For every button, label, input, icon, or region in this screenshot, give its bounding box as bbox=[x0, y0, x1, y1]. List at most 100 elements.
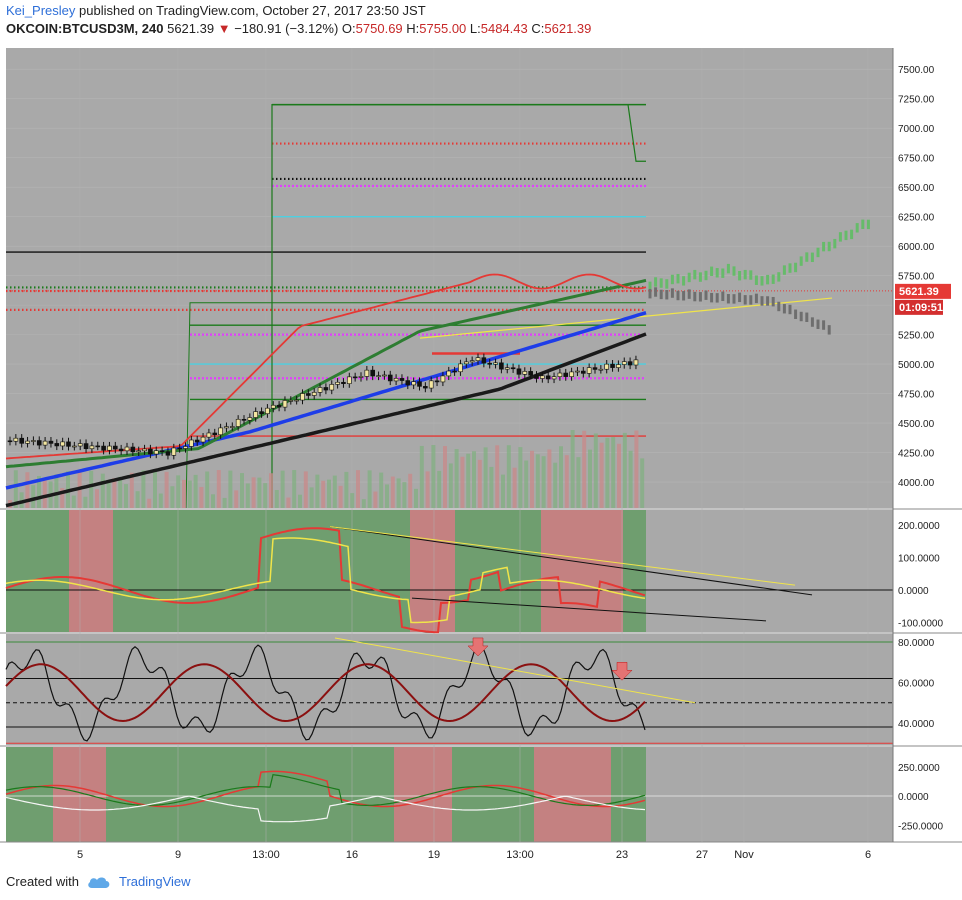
volume-bar bbox=[153, 470, 157, 508]
candle-body bbox=[411, 381, 416, 386]
candle-body bbox=[311, 392, 317, 396]
close-value: 5621.39 bbox=[544, 21, 592, 36]
candle-body bbox=[101, 445, 106, 451]
projection-grey-bar bbox=[788, 304, 792, 315]
candle-body bbox=[7, 440, 13, 443]
volume-bar bbox=[135, 491, 140, 508]
volume-bar bbox=[182, 479, 186, 508]
projection-green-bar bbox=[710, 266, 714, 276]
last-price: 5621.39 bbox=[167, 21, 215, 36]
volume-bar bbox=[559, 446, 563, 508]
projection-grey-bar bbox=[799, 311, 803, 322]
candle-body bbox=[475, 357, 481, 361]
author-link[interactable]: Kei_Presley bbox=[6, 3, 76, 18]
projection-grey-bar bbox=[687, 289, 691, 299]
candle-body bbox=[551, 376, 557, 380]
candle-body bbox=[417, 381, 422, 387]
candle-body bbox=[183, 446, 188, 449]
projection-green-bar bbox=[682, 276, 686, 286]
candle-body bbox=[95, 445, 101, 448]
volume-bar bbox=[605, 437, 610, 508]
time-tick-label: Nov bbox=[734, 849, 754, 861]
volume-bar bbox=[42, 479, 47, 508]
candle-body bbox=[463, 361, 469, 365]
candle-body bbox=[616, 364, 621, 368]
countdown-tag-label: 01:09:51 bbox=[899, 302, 943, 314]
volume-bar bbox=[356, 470, 360, 508]
candle-body bbox=[300, 393, 305, 401]
volume-bar bbox=[518, 447, 523, 508]
candle-body bbox=[364, 369, 370, 377]
candle-body bbox=[113, 445, 118, 450]
projection-green-bar bbox=[760, 276, 764, 286]
projection-green-bar bbox=[799, 256, 803, 266]
candle-body bbox=[481, 357, 487, 364]
candle-body bbox=[446, 370, 452, 377]
time-tick-label: 16 bbox=[346, 849, 358, 861]
candle-body bbox=[36, 440, 42, 446]
projection-grey-bar bbox=[732, 294, 736, 304]
moving-average-100 bbox=[5, 311, 647, 490]
volume-bar bbox=[443, 446, 447, 508]
volume-bar bbox=[640, 458, 645, 508]
price-tick-label: 6000.00 bbox=[898, 242, 935, 253]
projection-grey-bar bbox=[805, 312, 809, 322]
moving-average-50 bbox=[5, 278, 647, 469]
candle-body bbox=[247, 417, 253, 421]
projection-green-bar bbox=[861, 219, 865, 230]
time-tick-label: 9 bbox=[175, 849, 181, 861]
volume-bar bbox=[193, 474, 198, 508]
projection-grey-bar bbox=[726, 294, 730, 304]
volume-bar bbox=[564, 455, 569, 508]
volume-bar bbox=[25, 472, 30, 508]
osc1-zone bbox=[6, 510, 69, 632]
open-label: O: bbox=[341, 21, 356, 36]
price-tick-label: 7250.00 bbox=[898, 95, 935, 106]
volume-bar bbox=[588, 449, 592, 508]
projection-grey-bar bbox=[659, 289, 663, 300]
candle-body bbox=[54, 443, 60, 447]
osc3-line bbox=[5, 774, 646, 807]
candle-body bbox=[230, 426, 235, 428]
volume-bar bbox=[100, 473, 105, 508]
candle-body bbox=[598, 368, 604, 371]
osc1-trendline bbox=[329, 526, 796, 586]
volume-bar bbox=[535, 454, 540, 508]
candle-body bbox=[107, 445, 112, 451]
volume-bar bbox=[292, 470, 297, 508]
projection-grey-bar bbox=[771, 296, 775, 307]
candle-body bbox=[142, 448, 147, 452]
candle-body bbox=[545, 375, 551, 380]
volume-bar bbox=[385, 484, 389, 508]
volume-bar bbox=[408, 473, 413, 508]
projection-green-bar bbox=[749, 270, 753, 280]
projection-grey-bar bbox=[749, 295, 753, 305]
candle-body bbox=[557, 372, 563, 377]
volume-bar bbox=[263, 483, 268, 508]
candle-body bbox=[42, 440, 48, 446]
chart-canvas[interactable]: 7500.007250.007000.006750.006500.006250.… bbox=[0, 40, 962, 865]
candle-body bbox=[528, 371, 533, 376]
candle-body bbox=[218, 427, 223, 436]
projection-grey-bar bbox=[654, 287, 658, 297]
candle-body bbox=[493, 362, 498, 365]
last-price-tag-label: 5621.39 bbox=[899, 286, 939, 298]
volume-bar bbox=[309, 487, 314, 508]
projection-green-bar bbox=[754, 275, 758, 285]
tradingview-brand-link[interactable]: TradingView bbox=[118, 874, 191, 889]
volume-bar bbox=[164, 471, 169, 508]
volume-bar bbox=[269, 473, 273, 508]
osc1-average-line bbox=[5, 537, 646, 624]
candle-body bbox=[580, 370, 586, 374]
projection-green-bar bbox=[659, 278, 663, 288]
candle-body bbox=[235, 418, 241, 427]
projection-green-bar bbox=[676, 273, 680, 284]
candle-body bbox=[575, 370, 580, 373]
volume-bar bbox=[170, 486, 175, 508]
osc3-zone bbox=[611, 747, 646, 842]
volume-bar bbox=[112, 478, 117, 508]
time-tick-label: 27 bbox=[696, 849, 708, 861]
high-label: H: bbox=[406, 21, 420, 36]
volume-bar bbox=[344, 471, 349, 508]
time-tick-label: 23 bbox=[616, 849, 628, 861]
